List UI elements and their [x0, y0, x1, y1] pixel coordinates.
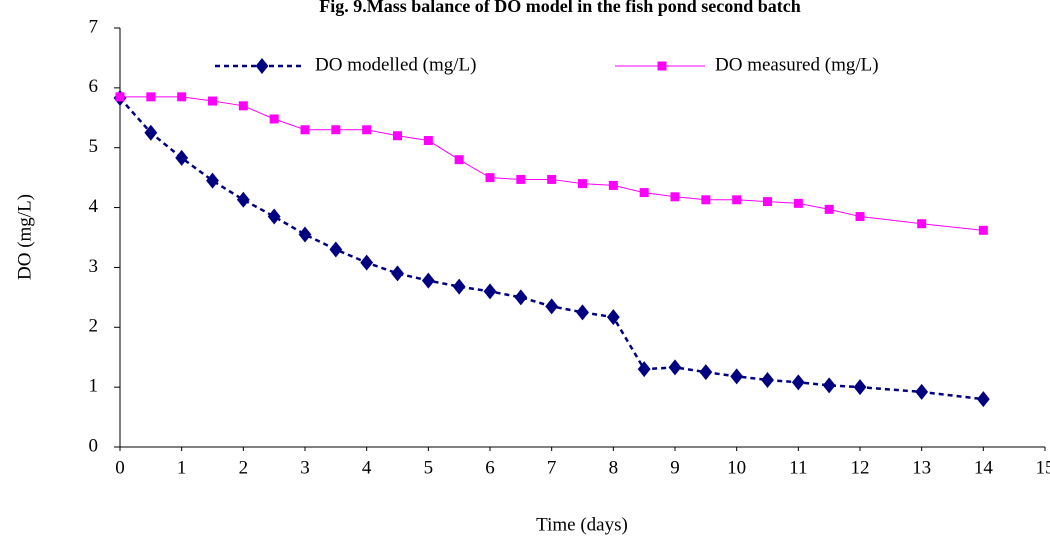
x-tick-label: 14 — [974, 457, 994, 478]
marker — [915, 383, 929, 400]
y-tick-label: 2 — [89, 316, 99, 337]
legend-marker — [255, 58, 269, 74]
marker — [637, 361, 651, 378]
marker — [393, 131, 402, 141]
marker — [576, 304, 589, 321]
marker — [793, 198, 803, 208]
x-tick-label: 8 — [609, 457, 619, 478]
x-tick-label: 13 — [912, 457, 931, 478]
marker — [761, 371, 774, 388]
y-tick-label: 0 — [89, 435, 99, 456]
x-tick-label: 4 — [362, 457, 372, 478]
x-tick-label: 1 — [177, 457, 187, 478]
marker — [175, 149, 189, 166]
legend-marker — [657, 61, 667, 71]
marker — [639, 188, 649, 198]
marker — [545, 298, 559, 315]
y-tick-label: 1 — [89, 376, 99, 397]
marker — [391, 265, 404, 282]
marker — [732, 195, 742, 205]
x-tick-label: 10 — [727, 457, 746, 478]
marker — [978, 225, 988, 235]
y-tick-label: 4 — [89, 196, 99, 217]
marker — [547, 174, 557, 184]
marker — [791, 374, 805, 391]
legend-label: DO measured (mg/L) — [715, 54, 879, 75]
y-tick-label: 7 — [89, 16, 99, 37]
marker — [701, 195, 711, 205]
marker — [452, 278, 466, 295]
marker — [208, 96, 217, 106]
y-tick-label: 6 — [89, 76, 99, 97]
marker — [115, 92, 125, 102]
marker — [206, 172, 219, 189]
x-tick-label: 3 — [300, 457, 310, 478]
marker — [267, 208, 281, 225]
x-tick-label: 5 — [424, 457, 434, 478]
marker — [329, 241, 343, 258]
marker — [177, 92, 187, 102]
marker — [236, 191, 250, 208]
marker — [298, 226, 312, 243]
x-tick-label: 7 — [547, 457, 557, 478]
marker — [730, 368, 744, 385]
x-tick-label: 2 — [239, 457, 249, 478]
marker — [300, 125, 310, 135]
marker — [144, 124, 158, 141]
marker — [608, 180, 618, 190]
x-tick-label: 12 — [851, 457, 870, 478]
marker — [516, 174, 526, 184]
x-axis-label: Time (days) — [536, 514, 628, 535]
x-tick-label: 0 — [115, 457, 125, 478]
marker — [331, 125, 341, 135]
series-line — [119, 97, 984, 401]
marker — [763, 197, 772, 207]
marker — [483, 283, 497, 300]
marker — [514, 289, 528, 306]
x-tick-label: 11 — [789, 457, 807, 478]
legend-label: DO modelled (mg/L) — [315, 54, 476, 75]
marker — [362, 125, 372, 135]
marker — [485, 173, 495, 183]
y-tick-label: 3 — [89, 256, 99, 277]
marker — [578, 179, 587, 189]
marker — [238, 101, 248, 111]
marker — [269, 114, 279, 124]
marker — [421, 272, 435, 289]
marker — [976, 391, 990, 408]
marker — [454, 155, 464, 165]
marker — [360, 254, 374, 271]
marker — [606, 309, 620, 326]
marker — [668, 359, 682, 376]
x-tick-label: 9 — [670, 457, 680, 478]
marker — [423, 136, 433, 146]
marker — [853, 379, 867, 396]
marker — [855, 212, 865, 222]
marker — [146, 92, 156, 102]
marker — [670, 192, 680, 202]
y-axis-label: DO (mg/L) — [14, 194, 35, 280]
marker — [917, 219, 927, 229]
chart-title: Fig. 9.Mass balance of DO model in the f… — [319, 0, 801, 16]
x-tick-label: 15 — [1036, 457, 1050, 478]
x-tick-label: 6 — [485, 457, 495, 478]
marker — [824, 204, 834, 214]
series-line — [120, 96, 984, 231]
marker — [699, 364, 713, 381]
y-tick-label: 5 — [89, 136, 99, 157]
marker — [822, 377, 836, 394]
